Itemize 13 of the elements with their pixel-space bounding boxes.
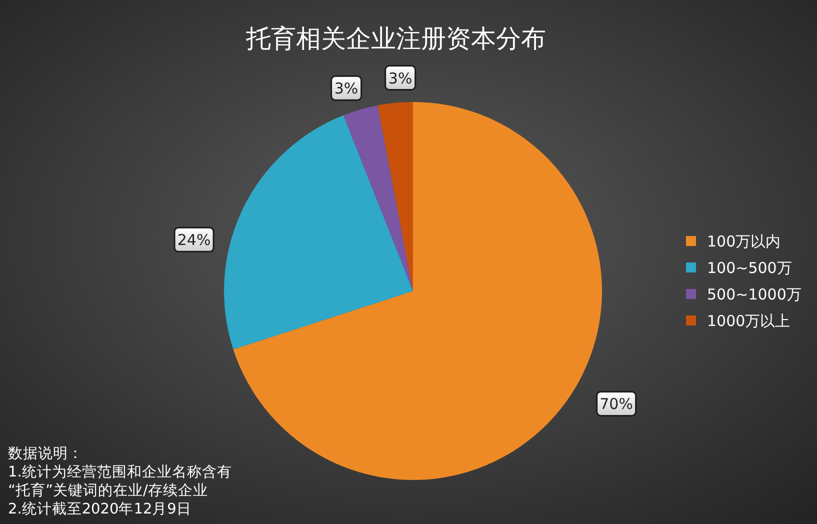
- legend-label: 100~500万: [707, 259, 792, 277]
- text: 1.统计为经营范围和企业名称含有: [8, 464, 232, 480]
- chart-title: 托育相关企业注册资本分布: [245, 24, 546, 53]
- text: 2.统计截至2020年12月9日: [8, 500, 192, 518]
- legend-label: 1000万以上: [707, 312, 790, 330]
- legend-label: 500~1000万: [707, 286, 802, 304]
- data-label: 24%: [177, 231, 211, 250]
- legend-label: 100万以内: [707, 232, 781, 250]
- text: “托育”关键词的在业/存续企业: [8, 482, 208, 499]
- data-label: 70%: [600, 395, 633, 414]
- text: 数据说明：: [8, 445, 83, 462]
- data-label: 3%: [388, 69, 412, 88]
- data-label: 3%: [334, 80, 358, 98]
